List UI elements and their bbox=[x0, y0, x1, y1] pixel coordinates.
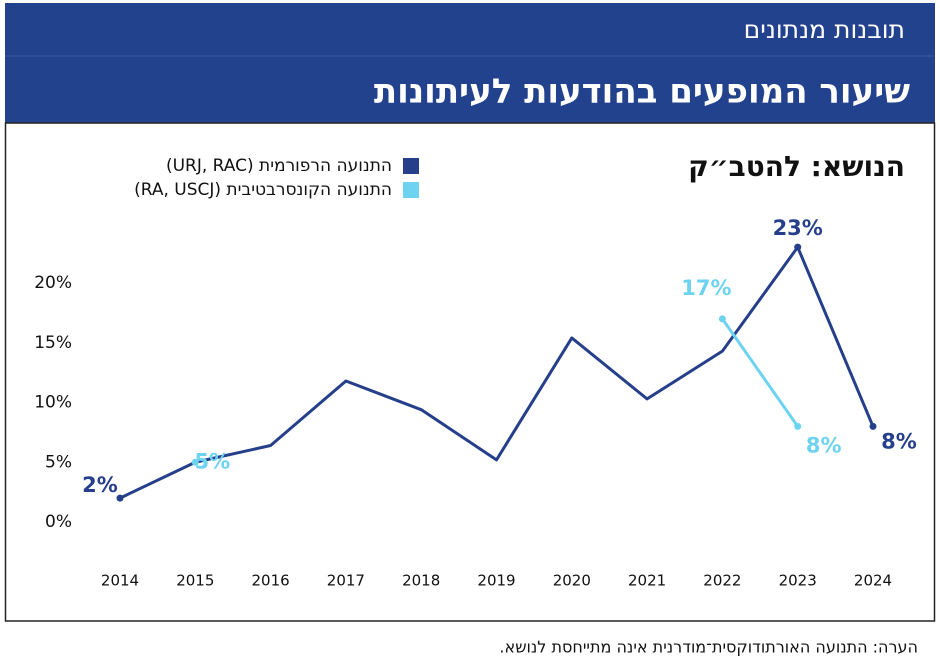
data-label: 8% bbox=[806, 433, 842, 457]
x-tick-label: 2021 bbox=[628, 572, 666, 590]
series-line bbox=[721, 317, 799, 428]
legend-label: התנועה הקונסרבטיבית (RA, USCJ) bbox=[134, 180, 392, 200]
data-label: 8% bbox=[881, 429, 917, 453]
data-label: 23% bbox=[773, 216, 823, 240]
y-tick-label: 5% bbox=[45, 452, 72, 472]
y-tick-label: 10% bbox=[34, 393, 72, 413]
y-tick-label: 15% bbox=[34, 333, 72, 353]
x-tick-label: 2018 bbox=[402, 572, 440, 590]
chart-frame bbox=[4, 122, 936, 622]
header-subtitle: תובנות מנתונים bbox=[744, 15, 905, 44]
legend-swatch bbox=[403, 182, 419, 198]
data-label: 2% bbox=[82, 473, 118, 497]
y-tick-label: 0% bbox=[45, 512, 72, 532]
data-label: 5% bbox=[194, 449, 230, 473]
data-point bbox=[794, 422, 802, 430]
data-point bbox=[116, 494, 124, 502]
x-tick-label: 2023 bbox=[779, 572, 817, 590]
legend-swatch bbox=[403, 158, 419, 174]
data-label: 17% bbox=[681, 276, 731, 300]
chart-title: הנושא: להטב״ק bbox=[688, 150, 905, 183]
legend-label: התנועה הרפורמית (URJ, RAC) bbox=[166, 156, 392, 176]
data-point bbox=[718, 315, 726, 323]
series-line bbox=[119, 245, 875, 500]
x-tick-label: 2017 bbox=[327, 572, 365, 590]
data-point bbox=[869, 422, 877, 430]
y-tick-label: 20% bbox=[34, 273, 72, 293]
x-tick-label: 2024 bbox=[854, 572, 892, 590]
x-tick-label: 2014 bbox=[101, 572, 139, 590]
x-tick-label: 2019 bbox=[477, 572, 515, 590]
header-title: שיעור המופעים בהודעות לעיתונות bbox=[374, 72, 910, 112]
note: הערה: התנועה האורתודוקסית־מודרנית אינה מ… bbox=[499, 638, 918, 657]
x-tick-label: 2020 bbox=[553, 572, 591, 590]
data-point bbox=[794, 243, 802, 251]
x-tick-label: 2015 bbox=[176, 572, 214, 590]
x-tick-label: 2016 bbox=[252, 572, 290, 590]
header-band bbox=[5, 3, 935, 123]
data-point bbox=[191, 458, 199, 466]
x-tick-label: 2022 bbox=[703, 572, 741, 590]
